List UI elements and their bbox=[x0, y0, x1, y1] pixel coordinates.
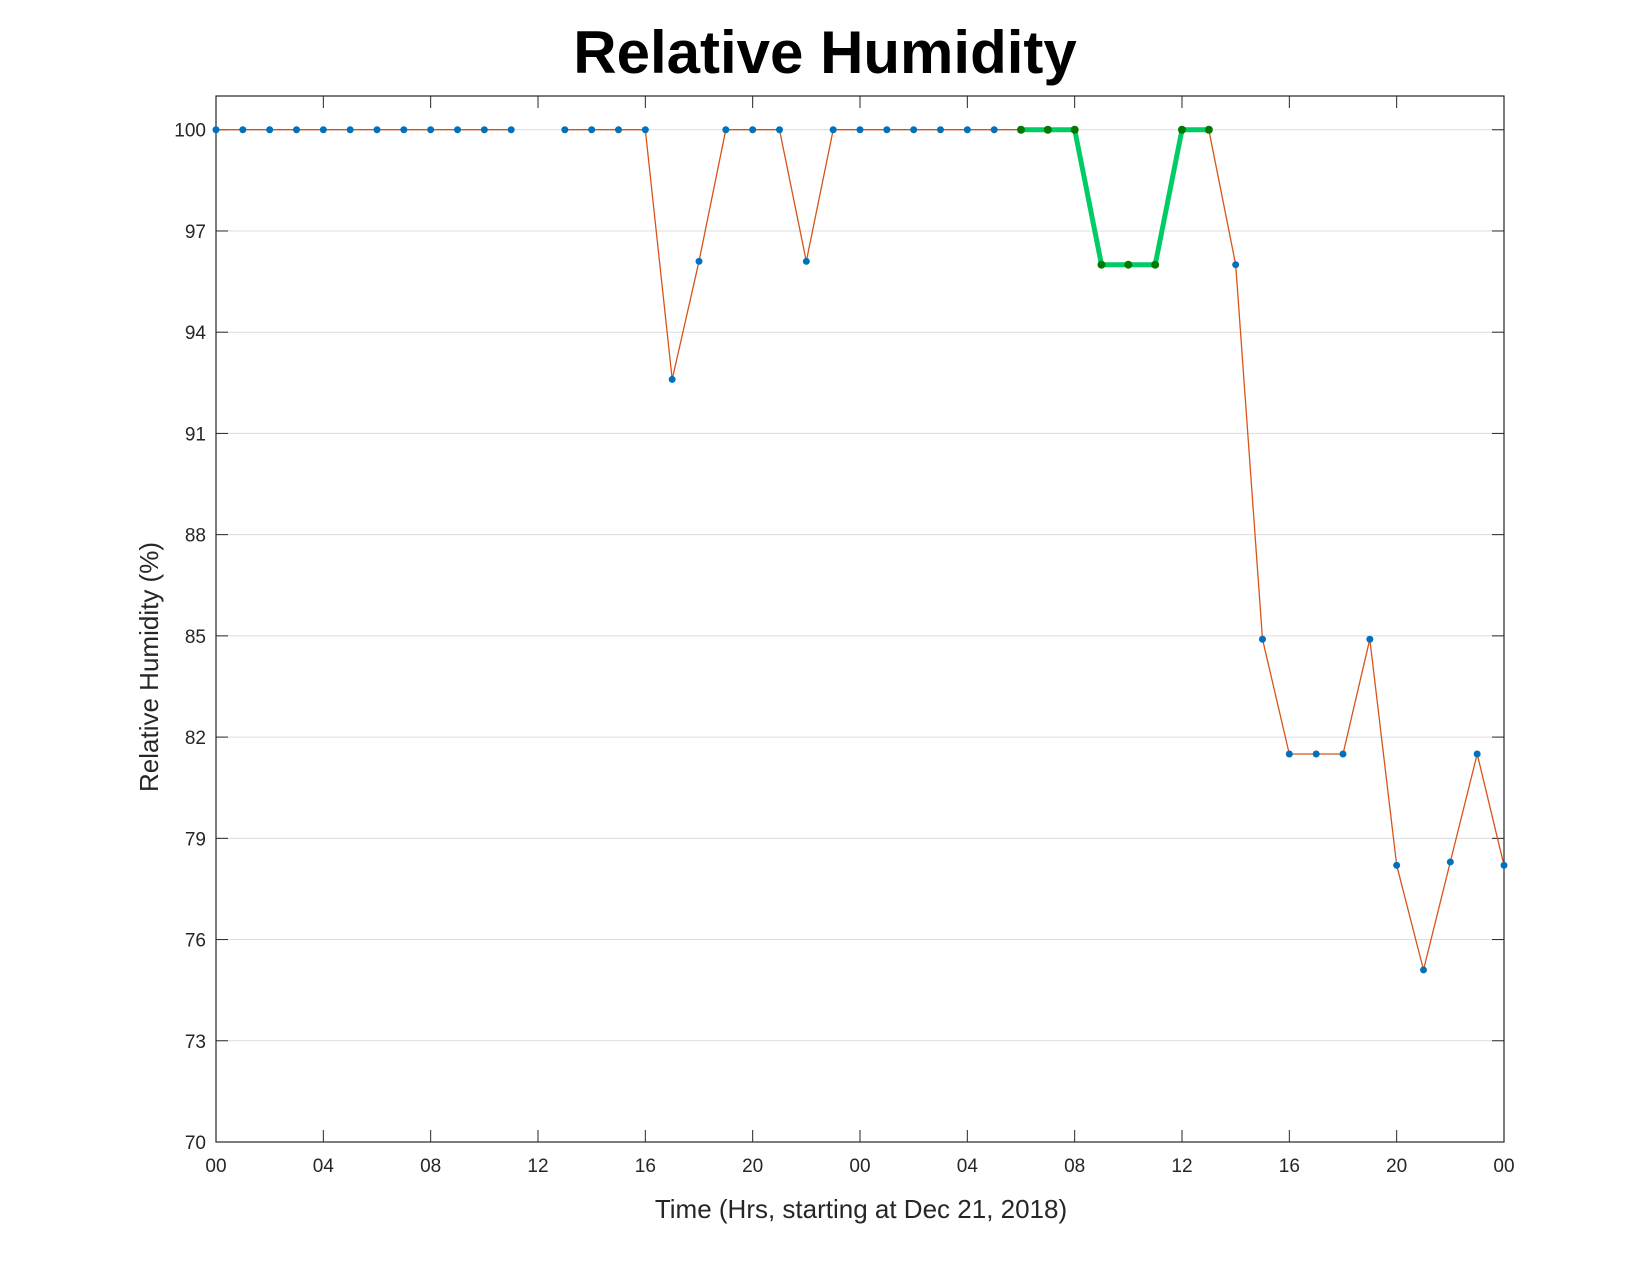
data-point bbox=[400, 126, 408, 134]
data-point bbox=[454, 126, 461, 134]
highlight-point bbox=[1151, 260, 1160, 269]
highlight-line bbox=[1021, 127, 1209, 268]
data-point bbox=[1312, 750, 1320, 758]
data-point bbox=[641, 126, 649, 134]
data-point bbox=[668, 375, 676, 383]
data-point bbox=[1285, 750, 1293, 758]
data-point bbox=[1339, 750, 1347, 758]
data-point bbox=[293, 126, 300, 134]
x-tick-label: 00 bbox=[205, 1156, 226, 1177]
data-point bbox=[507, 126, 515, 134]
data-point bbox=[802, 257, 810, 265]
y-tick-label: 94 bbox=[185, 323, 207, 344]
highlight-point bbox=[1204, 125, 1213, 134]
y-tick-label: 97 bbox=[185, 222, 206, 243]
x-tick-label: 16 bbox=[635, 1156, 656, 1177]
highlight-point bbox=[1070, 125, 1079, 134]
y-tick-label: 100 bbox=[174, 121, 206, 142]
x-tick-label: 08 bbox=[1064, 1156, 1085, 1177]
y-tick-label: 79 bbox=[185, 829, 206, 850]
x-tick-label: 20 bbox=[742, 1156, 763, 1177]
highlight-point bbox=[1178, 125, 1186, 134]
data-point bbox=[319, 126, 327, 134]
data-point bbox=[561, 126, 569, 134]
data-point bbox=[588, 126, 596, 134]
x-tick-label: 20 bbox=[1386, 1156, 1407, 1177]
data-point bbox=[212, 126, 220, 134]
y-tick-label: 82 bbox=[185, 728, 206, 749]
y-tick-label: 91 bbox=[185, 424, 206, 445]
data-point bbox=[427, 126, 435, 134]
gridlines bbox=[216, 129, 1504, 1042]
data-point bbox=[856, 126, 864, 134]
data-point bbox=[722, 126, 730, 134]
y-tick-label: 88 bbox=[185, 526, 206, 547]
x-axis-label: Time (Hrs, starting at Dec 21, 2018) bbox=[655, 1194, 1067, 1224]
data-point bbox=[346, 126, 354, 134]
data-point bbox=[1500, 861, 1508, 869]
data-point bbox=[990, 126, 998, 134]
data-point bbox=[1393, 861, 1401, 869]
data-point bbox=[266, 126, 274, 134]
data-markers bbox=[212, 125, 1508, 974]
data-point bbox=[1259, 635, 1266, 643]
series-line bbox=[564, 129, 1505, 971]
data-point bbox=[1366, 635, 1374, 643]
highlight-point bbox=[1097, 260, 1106, 269]
x-tick-label: 12 bbox=[527, 1156, 548, 1177]
chart-title: Relative Humidity bbox=[573, 19, 1077, 86]
y-tick-label: 76 bbox=[185, 931, 206, 952]
highlight-point bbox=[1017, 125, 1025, 134]
data-point bbox=[1446, 858, 1454, 866]
x-tick-label: 04 bbox=[957, 1156, 979, 1177]
x-tick-label: 04 bbox=[313, 1156, 335, 1177]
data-point bbox=[480, 126, 488, 134]
data-point bbox=[615, 126, 622, 134]
axes bbox=[215, 95, 1505, 1143]
data-point bbox=[937, 126, 944, 134]
x-tick-label: 00 bbox=[1493, 1156, 1514, 1177]
data-point bbox=[239, 126, 247, 134]
y-tick-label: 70 bbox=[185, 1133, 206, 1154]
plot-frame bbox=[215, 95, 1505, 1143]
tick-labels: 70 73 76 79 82 85 88 91 94 97 100 00 04 08 12 16 20 00 04 0… bbox=[174, 121, 1514, 1177]
y-tick-label: 73 bbox=[185, 1032, 206, 1053]
data-point bbox=[829, 126, 837, 134]
data-point bbox=[910, 126, 918, 134]
data-point bbox=[749, 126, 757, 134]
y-tick-label: 85 bbox=[185, 627, 206, 648]
series-lines bbox=[216, 127, 1505, 971]
data-point bbox=[1232, 261, 1240, 269]
data-point bbox=[776, 126, 783, 134]
x-tick-label: 08 bbox=[420, 1156, 441, 1177]
data-point bbox=[963, 126, 971, 134]
data-point bbox=[373, 126, 381, 134]
x-tick-label: 00 bbox=[849, 1156, 870, 1177]
data-point bbox=[1420, 966, 1427, 974]
data-point bbox=[1473, 750, 1481, 758]
highlight-point bbox=[1043, 125, 1052, 134]
x-tick-label: 12 bbox=[1171, 1156, 1192, 1177]
data-point bbox=[695, 257, 703, 265]
x-tick-label: 16 bbox=[1279, 1156, 1300, 1177]
highlight-point bbox=[1124, 260, 1133, 269]
data-point bbox=[883, 126, 891, 134]
y-axis-label: Relative Humidity (%) bbox=[134, 542, 164, 792]
